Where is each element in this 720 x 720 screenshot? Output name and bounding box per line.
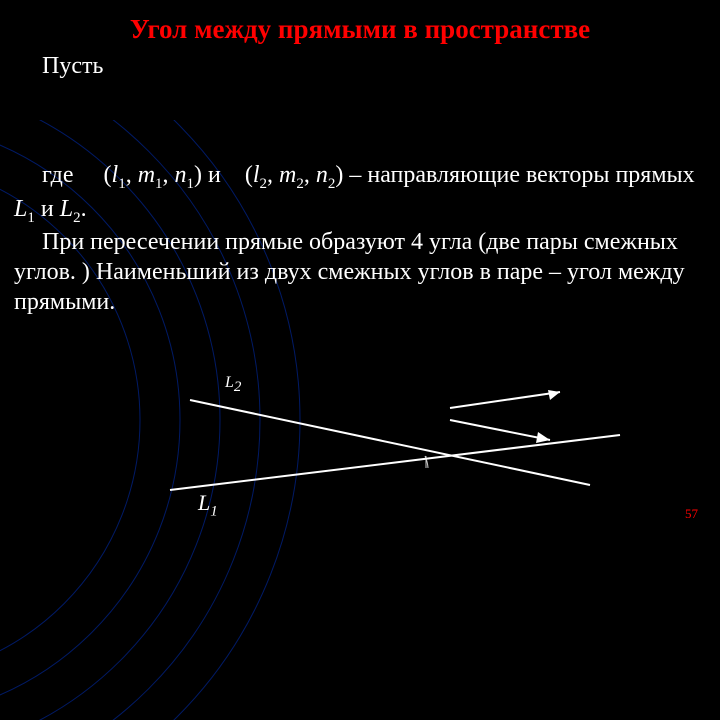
label-L2: L2 [225,374,241,396]
intro-text: Пусть [0,45,720,80]
page-number: 57 [685,506,698,522]
lines-diagram: L2 L1 [150,360,630,510]
slide-title: Угол между прямыми в пространстве [0,0,720,45]
label-L1: L1 [198,490,218,520]
body-line2: При пересечении прямые образуют 4 угла (… [14,229,685,315]
body-paragraph: где (l1, m1, n1) и (l2, m2, n2) – направ… [0,160,720,317]
